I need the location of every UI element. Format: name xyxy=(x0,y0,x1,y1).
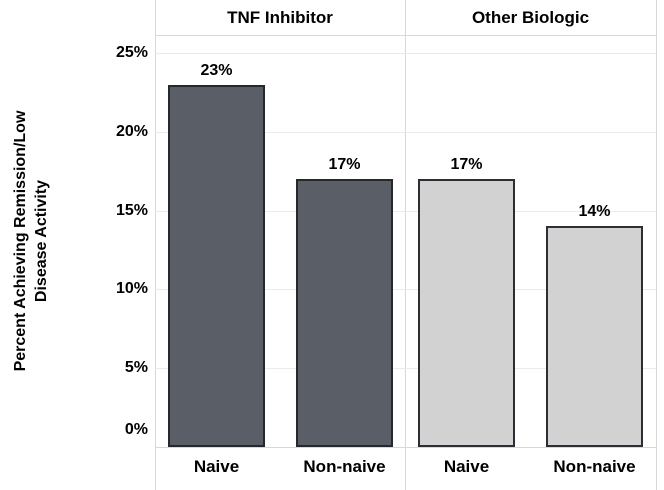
panel-tnf-inhibitor: 23% 17% xyxy=(155,35,405,447)
panel-other-biologic: 17% 14% xyxy=(405,35,656,447)
y-axis-title: Percent Achieving Remission/Low Disease … xyxy=(10,31,54,451)
header-separator xyxy=(155,35,656,36)
panel-header-tnf-inhibitor: TNF Inhibitor xyxy=(227,7,333,27)
axis-baseline xyxy=(155,447,656,448)
panel-divider xyxy=(405,0,406,490)
x-axis-label-band: Naive Non-naive Naive Non-naive xyxy=(0,447,664,490)
y-tick-20: 20% xyxy=(115,122,148,140)
y-tick-15: 15% xyxy=(115,201,148,219)
x-label-tnf-naive: Naive xyxy=(193,457,240,476)
bar-tnf-non-naive[interactable] xyxy=(296,179,393,447)
bar-other-non-naive[interactable] xyxy=(546,226,643,447)
gridline xyxy=(155,131,656,133)
gridline xyxy=(155,210,656,212)
y-tick-10: 10% xyxy=(115,280,148,298)
x-label-other-non-naive: Non-naive xyxy=(553,457,636,476)
plot-right-border xyxy=(656,0,657,490)
bar-other-naive[interactable] xyxy=(418,179,515,447)
y-tick-25: 25% xyxy=(115,44,148,61)
panel-header-other-biologic: Other Biologic xyxy=(471,7,590,27)
x-label-tnf-non-naive: Non-naive xyxy=(303,457,386,476)
y-axis-title-line2: Disease Activity xyxy=(33,179,50,303)
bar-value-tnf-non-naive: 17% xyxy=(328,156,361,174)
y-tick-0: 0% xyxy=(124,421,148,438)
bar-value-other-naive: 17% xyxy=(450,156,483,174)
gridline xyxy=(155,368,656,370)
y-axis-title-line1: Percent Achieving Remission/Low xyxy=(12,110,29,372)
bar-value-other-non-naive: 14% xyxy=(578,203,611,221)
gridline xyxy=(155,53,656,54)
y-tick-5: 5% xyxy=(124,359,148,377)
bar-tnf-naive[interactable] xyxy=(168,84,265,447)
gridline xyxy=(155,289,656,291)
x-label-other-naive: Naive xyxy=(443,457,490,476)
plot-left-border xyxy=(155,0,156,490)
bar-value-tnf-naive: 23% xyxy=(200,61,233,79)
